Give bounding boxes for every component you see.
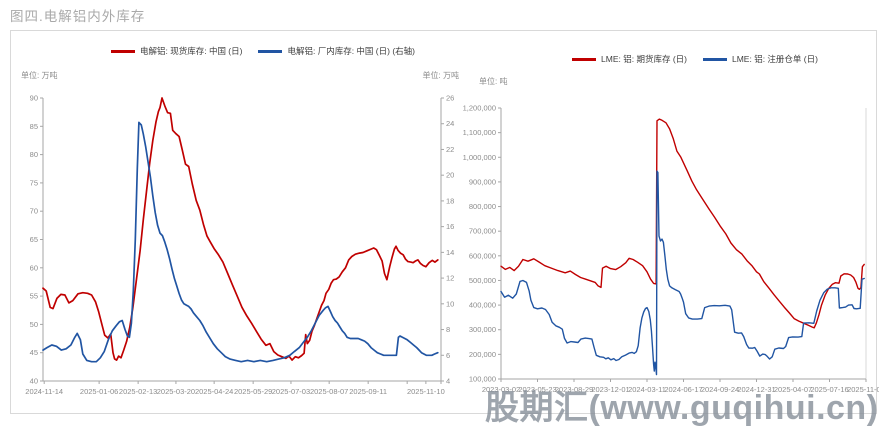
lme-chart-legend: LME: 铝: 期货库存 (日) LME: 铝: 注册仓单 (日) xyxy=(453,53,879,65)
svg-text:2025-08-07: 2025-08-07 xyxy=(310,387,348,396)
svg-text:14: 14 xyxy=(446,248,454,257)
legend-label-lme-futures-stock: LME: 铝: 期货库存 (日) xyxy=(601,54,687,64)
left-axis-unit-label: 单位: 万吨 xyxy=(21,71,58,80)
svg-text:8: 8 xyxy=(446,325,450,334)
right-axis-unit-label: 单位: 万吨 xyxy=(422,71,459,80)
axis-unit-label: 单位: 吨 xyxy=(479,77,508,86)
svg-text:70: 70 xyxy=(30,207,38,216)
svg-text:80: 80 xyxy=(30,150,38,159)
svg-text:2025-11-07: 2025-11-07 xyxy=(847,385,879,394)
svg-text:20: 20 xyxy=(446,171,454,180)
figure-title: 图四.电解铝内外库存 xyxy=(10,9,146,24)
red-line-marker xyxy=(111,49,135,53)
svg-text:400,000: 400,000 xyxy=(469,301,496,310)
svg-text:75: 75 xyxy=(30,178,38,187)
svg-text:2024-03-11: 2024-03-11 xyxy=(628,385,666,394)
svg-text:2023-03-02: 2023-03-02 xyxy=(482,385,520,394)
china-chart-legend: 电解铝: 现货库存: 中国 (日) 电解铝: 厂内库存: 中国 (日) (右轴) xyxy=(11,45,489,57)
legend-item-spot-inventory: 电解铝: 现货库存: 中国 (日) xyxy=(111,45,242,57)
svg-text:900,000: 900,000 xyxy=(469,177,496,186)
svg-text:2024-09-24: 2024-09-24 xyxy=(701,385,739,394)
svg-text:22: 22 xyxy=(446,145,454,154)
svg-text:2025-07-03: 2025-07-03 xyxy=(272,387,310,396)
lme-chart-svg: 100,000 200,000 300,000 400,000 500,000 600,0… xyxy=(463,104,879,395)
svg-text:90: 90 xyxy=(30,94,38,103)
svg-text:2023-12-01: 2023-12-01 xyxy=(591,385,629,394)
chart-panel: 电解铝: 现货库存: 中国 (日) 电解铝: 厂内库存: 中国 (日) (右轴)… xyxy=(10,30,879,427)
legend-label-plant-inventory: 电解铝: 厂内库存: 中国 (日) (右轴) xyxy=(287,46,415,56)
svg-text:18: 18 xyxy=(446,196,454,205)
blue-line-marker xyxy=(703,57,727,61)
svg-text:6: 6 xyxy=(446,351,450,360)
svg-text:55: 55 xyxy=(30,292,38,301)
svg-text:4: 4 xyxy=(446,377,450,386)
svg-text:40: 40 xyxy=(30,377,38,386)
china-chart-svg: 40 45 50 55 60 65 70 75 80 85 90 4 6 8 10 12 14 16 18 20 22 2… xyxy=(25,94,454,397)
svg-text:1,200,000: 1,200,000 xyxy=(463,104,496,113)
svg-text:24: 24 xyxy=(446,119,454,128)
legend-label-spot-inventory: 电解铝: 现货库存: 中国 (日) xyxy=(140,46,243,56)
china-inventory-chart: 电解铝: 现货库存: 中国 (日) 电解铝: 厂内库存: 中国 (日) (右轴)… xyxy=(11,31,463,412)
svg-text:700,000: 700,000 xyxy=(469,227,496,236)
svg-text:10: 10 xyxy=(446,299,454,308)
svg-text:500,000: 500,000 xyxy=(469,276,496,285)
svg-text:2024-06-17: 2024-06-17 xyxy=(664,385,702,394)
watermark: 股期汇(www.guqihui.cn) xyxy=(485,389,879,427)
svg-text:50: 50 xyxy=(30,320,38,329)
legend-label-lme-warrants: LME: 铝: 注册仓单 (日) xyxy=(732,54,818,64)
svg-text:2025-09-11: 2025-09-11 xyxy=(349,387,387,396)
svg-text:300,000: 300,000 xyxy=(469,325,496,334)
svg-text:2025-01-06: 2025-01-06 xyxy=(80,387,118,396)
legend-item-plant-inventory: 电解铝: 厂内库存: 中国 (日) (右轴) xyxy=(258,45,415,57)
svg-text:26: 26 xyxy=(446,94,454,103)
svg-text:1,100,000: 1,100,000 xyxy=(463,128,496,137)
svg-text:200,000: 200,000 xyxy=(469,350,496,359)
svg-text:2025-11-10: 2025-11-10 xyxy=(407,387,445,396)
svg-text:2025-04-07: 2025-04-07 xyxy=(774,385,812,394)
svg-text:60: 60 xyxy=(30,263,38,272)
svg-text:45: 45 xyxy=(30,348,38,357)
svg-text:2025-04-24: 2025-04-24 xyxy=(195,387,233,396)
svg-text:600,000: 600,000 xyxy=(469,251,496,260)
svg-text:2025-05-29: 2025-05-29 xyxy=(234,387,272,396)
svg-text:1,000,000: 1,000,000 xyxy=(463,153,496,162)
svg-text:2023-05-23: 2023-05-23 xyxy=(518,385,556,394)
svg-text:100,000: 100,000 xyxy=(469,375,496,384)
svg-text:16: 16 xyxy=(446,222,454,231)
svg-text:800,000: 800,000 xyxy=(469,202,496,211)
red-line-marker xyxy=(572,57,597,61)
svg-text:2025-03-20: 2025-03-20 xyxy=(157,387,195,396)
lme-inventory-chart: LME: 铝: 期货库存 (日) LME: 铝: 注册仓单 (日) 单位: 吨 … xyxy=(453,31,879,412)
svg-text:12: 12 xyxy=(446,274,454,283)
legend-item-lme-warrants: LME: 铝: 注册仓单 (日) xyxy=(703,53,818,65)
svg-text:2024-12-31: 2024-12-31 xyxy=(737,385,775,394)
legend-item-lme-futures-stock: LME: 铝: 期货库存 (日) xyxy=(572,53,687,65)
svg-text:65: 65 xyxy=(30,235,38,244)
svg-text:2025-07-16: 2025-07-16 xyxy=(810,385,848,394)
svg-text:2025-02-13: 2025-02-13 xyxy=(119,387,157,396)
svg-text:2024-11-14: 2024-11-14 xyxy=(25,387,63,396)
blue-line-marker xyxy=(258,49,283,53)
svg-text:2023-08-29: 2023-08-29 xyxy=(555,385,593,394)
svg-text:85: 85 xyxy=(30,122,38,131)
